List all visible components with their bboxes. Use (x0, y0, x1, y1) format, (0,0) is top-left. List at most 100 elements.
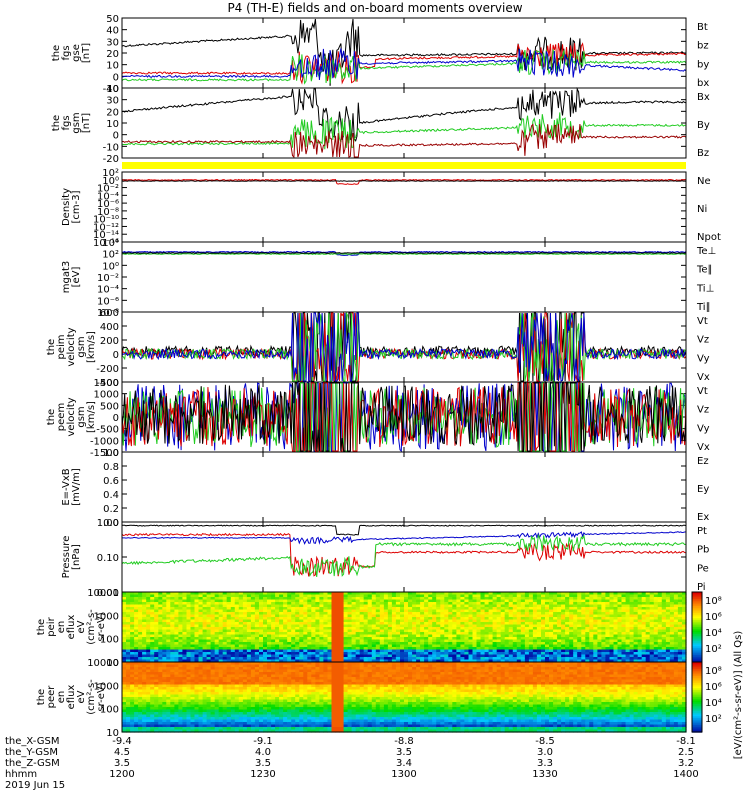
legend-Ex: Ex (697, 512, 709, 523)
ylabel-peim: the (46, 339, 57, 355)
legend-Bx: Bx (697, 92, 710, 103)
trace-By (121, 87, 687, 142)
legend-Bz: Bz (697, 148, 709, 159)
xaxis-row-label: hhmm (5, 769, 37, 780)
ytick-label: 10 (106, 61, 119, 72)
ytick-label: 1000 (94, 611, 119, 622)
ylabel-pressure: [nPa] (71, 544, 82, 570)
ytick-label: 10⁻² (97, 184, 119, 195)
legend-Vy: Vy (697, 423, 710, 434)
ytick-label: 100 (100, 635, 119, 646)
ylabel-fgs: [nT] (81, 43, 92, 63)
ytick-label: 10 (106, 658, 119, 669)
panel-peer: the peer en eflux eV (cm²-s-sr-eV) 10000 1000 10… (36, 658, 687, 739)
legend-bx: bx (697, 78, 709, 89)
ytick-label: -400 (96, 378, 119, 389)
ytick-label: -500 (96, 425, 119, 436)
xaxis-value: -9.4 (112, 736, 132, 747)
ylabel-fgs: gse (71, 44, 82, 62)
colorbar-tick: 10⁸ (705, 596, 722, 607)
xaxis-row-label: the_Z-GSM (5, 758, 60, 769)
ytick-label: 600 (100, 308, 119, 319)
ytick-label: -20 (103, 154, 119, 165)
legend-Te∥: Te∥ (696, 265, 713, 276)
ylabel-peir: en (56, 621, 67, 634)
ylabel-peem: peem (56, 403, 67, 431)
xaxis-value: 4.0 (255, 747, 271, 758)
ylabel-fgs: the (51, 45, 62, 61)
ylabel-peem: velocity (66, 397, 77, 436)
frame (121, 87, 687, 159)
frame (121, 171, 687, 243)
ylabel-peer: eflux (66, 685, 77, 710)
ytick-label: 10⁻⁸ (97, 207, 119, 218)
panel-peim: the peim velocity gsm [km/s] 600 400 200 0 -200 -4… (46, 308, 687, 389)
legend-Pb: Pb (697, 545, 709, 556)
ylabel-fgs_gsm: gsm (71, 112, 82, 133)
ylabel-peir: the (36, 619, 47, 635)
ytick-label: -10 (103, 142, 119, 153)
ytick-label: 1000 (94, 390, 119, 401)
xaxis-value: 1330 (532, 769, 557, 780)
ylabel-efield: [mV/m] (71, 468, 82, 506)
ytick-label: 10⁰ (102, 261, 119, 272)
ytick-label: -10 (103, 84, 119, 95)
legend-Ey: Ey (697, 484, 709, 495)
legend-Vx: Vx (697, 442, 710, 453)
ytick-label: 1.00 (97, 518, 119, 529)
ytick-label: 20 (106, 107, 119, 118)
ytick-label: 0 (113, 350, 119, 361)
ytick-label: 100 (100, 705, 119, 716)
ylabel-peir: peir (46, 616, 57, 636)
legend-Pi: Pi (697, 582, 706, 593)
ytick-label: 0.2 (103, 504, 119, 515)
legend-Ne: Ne (697, 176, 711, 187)
panel-pressure: Pressure [nPa] 1.00 0.10 0.01 (61, 518, 687, 599)
colorbar-tick: 10⁸ (705, 666, 722, 677)
trace-Bx (121, 112, 687, 150)
legend-Te⊥: Te⊥ (696, 246, 716, 257)
legend-By: By (697, 120, 710, 131)
trace-Te (121, 252, 687, 254)
ylabel-peim: peim (56, 334, 67, 359)
ytick-label: 0.10 (97, 553, 119, 564)
legend-Vz: Vz (697, 405, 709, 416)
xaxis-value: 3.0 (537, 747, 553, 758)
trace-Pi (122, 531, 687, 545)
ytick-label: 40 (106, 84, 119, 95)
ylabel-peer: en (56, 691, 67, 704)
ylabel-pressure: Pressure (61, 536, 72, 579)
colorbar-tick: 10⁶ (705, 682, 722, 693)
colorbar-tick: 10² (705, 714, 722, 725)
ytick-label: 1.0 (103, 448, 119, 459)
ytick-label: 10⁻² (97, 273, 119, 284)
ytick-label: 10² (102, 168, 119, 179)
ylabel-peem: gsm (76, 406, 87, 427)
xaxis-value: 3.3 (537, 758, 553, 769)
frame (121, 521, 687, 593)
legend-by: by (697, 59, 709, 70)
ytick-label: -200 (96, 364, 119, 375)
xaxis-value: 2.5 (678, 747, 694, 758)
legend-Vy: Vy (697, 353, 710, 364)
ytick-label: 10000 (87, 588, 119, 599)
xaxis-row-label: the_X-GSM (5, 736, 59, 747)
chart-title: P4 (TH-E) fields and on-board moments ov… (227, 1, 523, 15)
trace-Vy (121, 311, 687, 382)
trace-Bz (121, 123, 687, 159)
legend-Bt: Bt (697, 22, 708, 33)
xaxis-value: 3.4 (396, 758, 412, 769)
ylabel-peer: peer (46, 685, 57, 709)
ytick-label: 10⁻⁶ (97, 296, 119, 307)
ytick-label: 10² (102, 250, 119, 261)
ytick-label: 10⁻¹⁶ (93, 238, 119, 249)
trace-Til (121, 253, 687, 255)
trace-Bt (121, 18, 687, 86)
ylabel-peer: (cm²-s- (86, 679, 97, 715)
ylabel-peim: velocity (66, 327, 77, 366)
xaxis-value: 3.2 (678, 758, 694, 769)
ytick-label: 10⁻¹² (93, 222, 119, 233)
xaxis-value: 3.5 (255, 758, 271, 769)
ytick-label: 10⁻⁶ (97, 199, 119, 210)
date-label: 2019 Jun 15 (5, 780, 65, 791)
